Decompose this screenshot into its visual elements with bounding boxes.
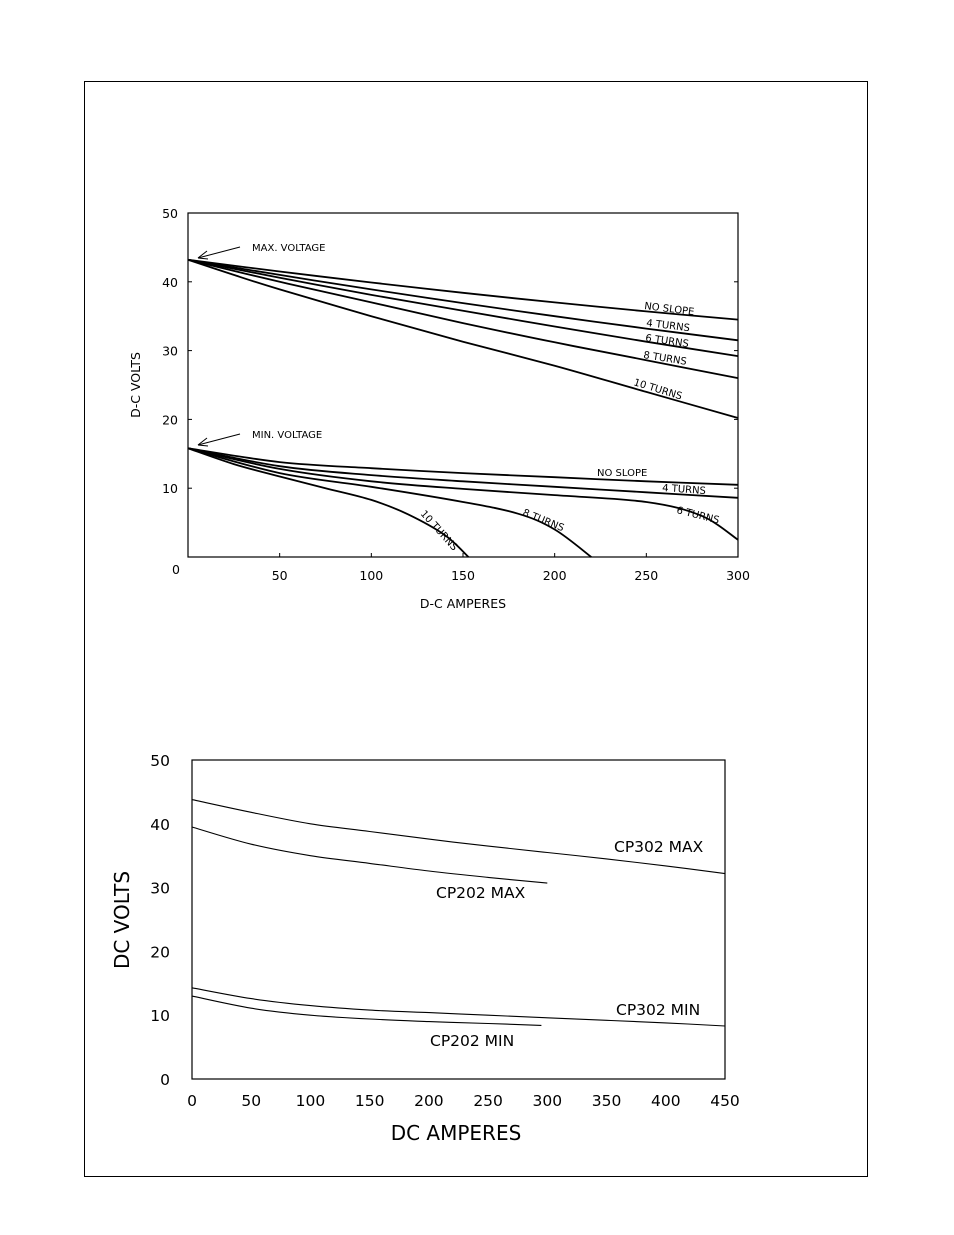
chart-2-x-tick-label-50: 50 bbox=[241, 1092, 261, 1110]
chart-2-y-tick-labels: 0 10 20 30 40 50 bbox=[150, 752, 170, 1089]
label-min-8-turns: 8 TURNS bbox=[521, 508, 566, 535]
chart-2-x-tick-labels: 0 50 100 150 200 250 300 350 400 450 bbox=[187, 1092, 740, 1110]
chart-1-y-axis-label: D-C VOLTS bbox=[128, 352, 143, 418]
chart-2-x-tick-label-250: 250 bbox=[473, 1092, 503, 1110]
page-frame bbox=[84, 81, 868, 1177]
label-min-no-slope: NO SLOPE bbox=[597, 468, 647, 479]
series-cp202-max bbox=[191, 826, 548, 884]
chart-2-y-tick-label-40: 40 bbox=[150, 816, 170, 834]
chart-1-x-tick-label-150: 150 bbox=[451, 568, 475, 583]
series-max-no-slope bbox=[187, 258, 739, 321]
label-cp302-max: CP302 MAX bbox=[614, 838, 704, 856]
series-max-4-turns bbox=[187, 258, 739, 342]
label-max-4-turns: 4 TURNS bbox=[646, 318, 691, 334]
max-voltage-arrow-head bbox=[197, 250, 209, 260]
min-voltage-arrow-head bbox=[197, 437, 209, 447]
label-cp202-min: CP202 MIN bbox=[430, 1032, 514, 1050]
chart-2-series bbox=[191, 799, 726, 1027]
chart-1-series bbox=[187, 258, 739, 558]
chart-2-y-tick-label-50: 50 bbox=[150, 752, 170, 770]
series-max-10-turns bbox=[187, 258, 739, 419]
chart-2-x-tick-label-450: 450 bbox=[710, 1092, 740, 1110]
label-min-4-turns: 4 TURNS bbox=[662, 483, 706, 497]
series-max-8-turns bbox=[187, 258, 739, 379]
chart-1-y-tick-label-10: 10 bbox=[162, 481, 178, 496]
series-min-no-slope bbox=[187, 447, 739, 486]
chart-1-x-tick-label-300: 300 bbox=[726, 568, 750, 583]
chart-1-x-tick-label-100: 100 bbox=[359, 568, 383, 583]
min-voltage-label: MIN. VOLTAGE bbox=[252, 430, 322, 441]
chart-1-origin-label: 0 bbox=[172, 562, 180, 577]
max-voltage-annotation: MAX. VOLTAGE bbox=[197, 243, 325, 260]
chart-1-y-tick-label-30: 30 bbox=[162, 344, 178, 359]
series-cp202-min bbox=[191, 995, 542, 1026]
chart-2-x-tick-label-200: 200 bbox=[414, 1092, 444, 1110]
chart-2-x-tick-label-100: 100 bbox=[296, 1092, 326, 1110]
chart-2-x-tick-label-0: 0 bbox=[187, 1092, 197, 1110]
series-cp302-max bbox=[191, 799, 726, 875]
chart-1-x-tick-label-50: 50 bbox=[272, 568, 288, 583]
chart-1-y-tick-label-50: 50 bbox=[162, 206, 178, 221]
chart-2-y-axis-label: DC VOLTS bbox=[110, 871, 134, 969]
chart-2: 0 50 100 150 200 250 300 350 400 450 01020304050 … bbox=[110, 752, 740, 1145]
series-max-6-turns bbox=[187, 258, 739, 357]
series-cp302-min bbox=[191, 987, 726, 1027]
chart-1-y-tick-label-20: 20 bbox=[162, 412, 178, 427]
chart-1-tick-marks bbox=[188, 212, 739, 557]
chart-1-series-labels: NO SLOPE 4 TURNS 6 TURNS 8 TURNS 10 TURN… bbox=[418, 301, 721, 553]
chart-2-y-tick-label-20: 20 bbox=[150, 943, 170, 961]
chart-2-series-labels: CP302 MAX CP202 MAX CP302 MIN CP202 MIN bbox=[430, 838, 704, 1050]
series-min-8-turns bbox=[187, 447, 592, 558]
label-cp202-max: CP202 MAX bbox=[436, 884, 526, 902]
series-min-6-turns bbox=[187, 447, 739, 541]
chart-1: 50 100 150 200 250 300 10 20 30 40 50 0 D-C AMPER… bbox=[128, 206, 750, 611]
label-max-8-turns: 8 TURNS bbox=[643, 350, 688, 368]
label-cp302-min: CP302 MIN bbox=[616, 1001, 700, 1019]
label-max-10-turns: 10 TURNS bbox=[632, 377, 683, 402]
chart-2-y-tick-label-0: 0 bbox=[160, 1071, 170, 1089]
label-min-10-turns: 10 TURNS bbox=[418, 509, 460, 554]
chart-2-plot-frame bbox=[191, 759, 726, 1080]
chart-2-y-tick-label-30: 30 bbox=[150, 880, 170, 898]
label-max-6-turns: 6 TURNS bbox=[645, 333, 690, 350]
chart-2-y-tick-label-10: 10 bbox=[150, 1007, 170, 1025]
max-voltage-arrow bbox=[197, 246, 241, 259]
chart-2-x-tick-label-150: 150 bbox=[355, 1092, 385, 1110]
chart-1-x-tick-label-250: 250 bbox=[634, 568, 658, 583]
chart-2-x-tick-label-300: 300 bbox=[533, 1092, 563, 1110]
chart-2-x-tick-label-400: 400 bbox=[651, 1092, 681, 1110]
chart-1-x-tick-labels: 50 100 150 200 250 300 bbox=[272, 568, 750, 583]
series-min-4-turns bbox=[187, 447, 739, 499]
chart-1-y-tick-label-40: 40 bbox=[162, 275, 178, 290]
min-voltage-arrow bbox=[197, 433, 241, 446]
chart-1-x-axis-label: D-C AMPERES bbox=[420, 596, 506, 611]
series-min-10-turns bbox=[187, 447, 470, 558]
chart-2-x-axis-label: DC AMPERES bbox=[391, 1121, 522, 1145]
chart-2-x-tick-label-350: 350 bbox=[592, 1092, 622, 1110]
chart-1-y-tick-labels: 10 20 30 40 50 bbox=[162, 206, 178, 496]
label-min-6-turns: 6 TURNS bbox=[675, 505, 720, 526]
chart-1-x-tick-label-200: 200 bbox=[543, 568, 567, 583]
label-max-no-slope: NO SLOPE bbox=[644, 301, 695, 318]
max-voltage-label: MAX. VOLTAGE bbox=[252, 243, 325, 254]
min-voltage-annotation: MIN. VOLTAGE bbox=[197, 430, 322, 447]
